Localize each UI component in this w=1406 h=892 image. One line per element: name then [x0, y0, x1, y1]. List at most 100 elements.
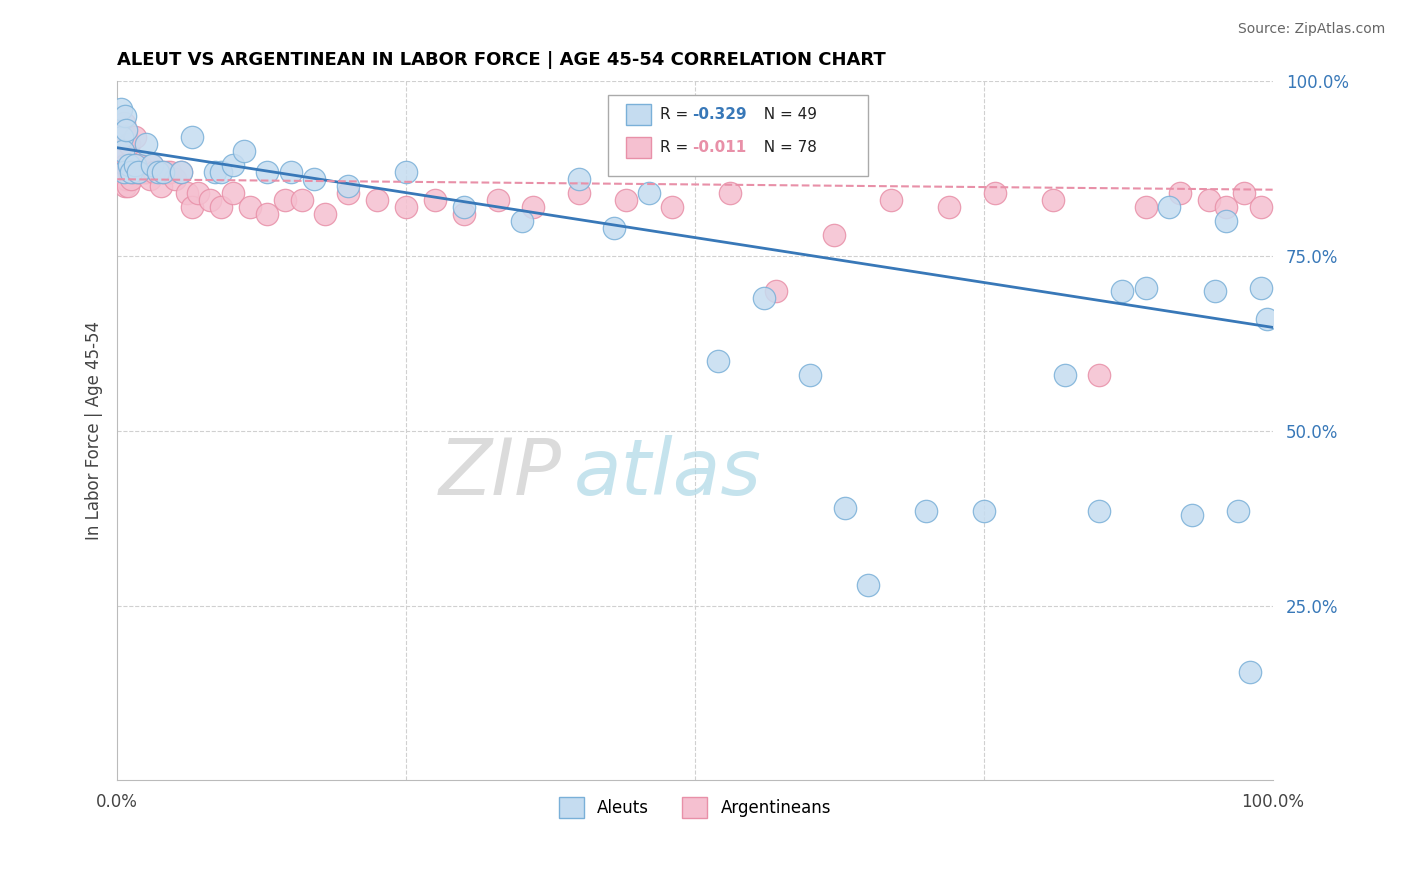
Point	[163, 172, 186, 186]
Point	[111, 172, 134, 186]
Point	[125, 165, 148, 179]
Point	[107, 130, 129, 145]
Point	[115, 130, 138, 145]
Point	[131, 165, 153, 179]
Point	[122, 165, 145, 179]
Point	[337, 186, 360, 201]
Point	[143, 165, 166, 179]
Point	[170, 165, 193, 179]
Point	[150, 179, 173, 194]
Point	[108, 123, 131, 137]
Point	[138, 172, 160, 186]
Point	[1157, 200, 1180, 214]
Point	[1215, 214, 1237, 228]
Point	[134, 165, 156, 179]
Point	[118, 137, 141, 152]
Point	[366, 193, 388, 207]
Point	[156, 165, 179, 179]
Point	[112, 165, 135, 179]
Point	[222, 186, 245, 201]
Point	[127, 165, 149, 179]
Text: N = 49: N = 49	[754, 107, 817, 121]
Text: Source: ZipAtlas.com: Source: ZipAtlas.com	[1237, 22, 1385, 37]
Point	[1111, 284, 1133, 298]
Text: ZIP: ZIP	[439, 434, 562, 511]
Point	[984, 186, 1007, 201]
Point	[1135, 280, 1157, 294]
Point	[114, 179, 136, 194]
Point	[256, 207, 278, 221]
Point	[110, 151, 132, 165]
Point	[1215, 200, 1237, 214]
Point	[915, 504, 938, 518]
Point	[395, 200, 418, 214]
Point	[198, 193, 221, 207]
Point	[1181, 508, 1204, 522]
Point	[127, 158, 149, 172]
Point	[209, 165, 232, 179]
Point	[204, 165, 226, 179]
Point	[1042, 193, 1064, 207]
Point	[1226, 504, 1249, 518]
Point	[114, 158, 136, 172]
Point	[115, 172, 138, 186]
Point	[568, 186, 591, 201]
Point	[128, 165, 150, 179]
Point	[1204, 284, 1226, 298]
Point	[834, 500, 856, 515]
Point	[124, 130, 146, 145]
Text: atlas: atlas	[574, 434, 762, 511]
Point	[510, 214, 533, 228]
Point	[488, 193, 510, 207]
Point	[274, 193, 297, 207]
Point	[880, 193, 903, 207]
Point	[1256, 312, 1278, 326]
Point	[110, 165, 132, 179]
Point	[1168, 186, 1191, 201]
Point	[453, 207, 475, 221]
Point	[222, 158, 245, 172]
Point	[117, 158, 139, 172]
Point	[603, 221, 626, 235]
Point	[568, 172, 591, 186]
Point	[302, 172, 325, 186]
Point	[111, 130, 134, 145]
Point	[112, 165, 135, 179]
Point	[1135, 200, 1157, 214]
Point	[118, 158, 141, 172]
Point	[110, 103, 132, 117]
Point	[121, 158, 143, 172]
Text: -0.011: -0.011	[693, 140, 747, 155]
Point	[111, 145, 134, 159]
Point	[120, 172, 142, 186]
Point	[1088, 368, 1111, 382]
Point	[181, 200, 204, 214]
Point	[973, 504, 995, 518]
Point	[146, 165, 169, 179]
Point	[522, 200, 544, 214]
Point	[209, 200, 232, 214]
Point	[858, 577, 880, 591]
Text: R =: R =	[661, 107, 693, 121]
Point	[181, 130, 204, 145]
Point	[136, 165, 159, 179]
Point	[108, 158, 131, 172]
Point	[118, 165, 141, 179]
Point	[395, 165, 418, 179]
Point	[938, 200, 960, 214]
Point	[233, 145, 256, 159]
Point	[107, 158, 129, 172]
Text: R =: R =	[661, 140, 693, 155]
Point	[707, 354, 730, 368]
Point	[1250, 280, 1272, 294]
Point	[187, 186, 209, 201]
Point	[141, 158, 163, 172]
Point	[239, 200, 262, 214]
Y-axis label: In Labor Force | Age 45-54: In Labor Force | Age 45-54	[86, 321, 103, 541]
Point	[146, 165, 169, 179]
Point	[423, 193, 446, 207]
Text: ALEUT VS ARGENTINEAN IN LABOR FORCE | AGE 45-54 CORRELATION CHART: ALEUT VS ARGENTINEAN IN LABOR FORCE | AG…	[117, 51, 886, 69]
Point	[111, 145, 134, 159]
Point	[291, 193, 314, 207]
Point	[256, 165, 278, 179]
